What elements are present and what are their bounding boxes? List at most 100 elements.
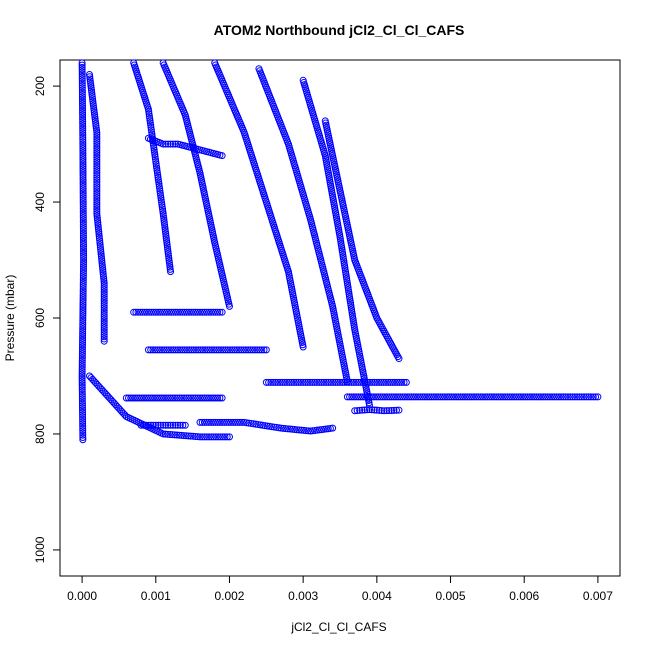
- data-point: [479, 393, 487, 401]
- data-point: [218, 308, 226, 316]
- data-point: [383, 407, 391, 415]
- data-point: [587, 393, 595, 401]
- data-point: [297, 378, 305, 386]
- data-point: [157, 194, 165, 202]
- data-point: [154, 171, 162, 179]
- data-point: [553, 393, 561, 401]
- data-point: [78, 390, 86, 398]
- data-point: [91, 111, 99, 119]
- data-point: [79, 323, 87, 331]
- data-point: [165, 256, 173, 264]
- y-tick-label: 200: [33, 76, 47, 96]
- data-point: [91, 117, 99, 125]
- data-point: [209, 308, 217, 316]
- data-point: [93, 183, 101, 191]
- data-point: [295, 426, 303, 434]
- data-point: [395, 406, 403, 414]
- data-point: [78, 350, 86, 358]
- data-point: [151, 151, 159, 159]
- data-point: [203, 433, 211, 441]
- data-point: [162, 234, 170, 242]
- data-point: [79, 289, 87, 297]
- data-point: [184, 432, 192, 440]
- data-point: [79, 276, 87, 284]
- data-point: [403, 393, 411, 401]
- data-point: [392, 406, 400, 414]
- data-point: [336, 378, 344, 386]
- data-point: [405, 393, 413, 401]
- data-point: [555, 393, 563, 401]
- data-point: [79, 145, 87, 153]
- data-point: [236, 418, 244, 426]
- data-point: [154, 421, 162, 429]
- data-point: [384, 378, 392, 386]
- data-point: [79, 176, 87, 184]
- data-point: [182, 394, 190, 402]
- data-point: [78, 365, 86, 373]
- data-point: [79, 196, 87, 204]
- data-point: [100, 288, 108, 296]
- data-point: [90, 106, 98, 114]
- data-point: [167, 346, 175, 354]
- data-point: [79, 318, 87, 326]
- data-point: [78, 72, 86, 80]
- data-point: [562, 393, 570, 401]
- data-point: [132, 308, 140, 316]
- x-tick-label: 0.006: [509, 589, 539, 603]
- data-point: [79, 124, 87, 132]
- data-point: [89, 97, 97, 105]
- data-point: [470, 393, 478, 401]
- data-point: [98, 259, 106, 267]
- data-point: [100, 317, 108, 325]
- data-point: [428, 393, 436, 401]
- data-point: [178, 394, 186, 402]
- data-point: [557, 393, 565, 401]
- data-point: [169, 308, 177, 316]
- data-point: [87, 84, 95, 92]
- data-point: [524, 393, 532, 401]
- data-point: [143, 308, 151, 316]
- data-point: [79, 310, 87, 318]
- data-point: [79, 227, 87, 235]
- data-point: [180, 432, 188, 440]
- data-point: [144, 346, 152, 354]
- data-point: [158, 201, 166, 209]
- data-point: [79, 429, 87, 437]
- data-point: [79, 160, 87, 168]
- data-point: [537, 393, 545, 401]
- data-point: [79, 211, 87, 219]
- data-point: [254, 421, 262, 429]
- data-point: [167, 421, 175, 429]
- data-point: [474, 393, 482, 401]
- y-axis-label: Pressure (mbar): [3, 275, 17, 362]
- data-point: [79, 225, 87, 233]
- data-point: [216, 308, 224, 316]
- data-point: [548, 393, 556, 401]
- data-point: [164, 140, 172, 148]
- data-point: [79, 292, 87, 300]
- data-point: [365, 406, 373, 414]
- data-point: [207, 308, 215, 316]
- data-point: [93, 126, 101, 134]
- data-point: [93, 160, 101, 168]
- data-point: [219, 346, 227, 354]
- y-tick-label: 1000: [33, 536, 47, 563]
- data-point: [457, 393, 465, 401]
- data-point: [468, 393, 476, 401]
- data-point: [181, 421, 189, 429]
- data-point: [154, 176, 162, 184]
- data-point: [278, 378, 286, 386]
- data-point: [171, 421, 179, 429]
- data-point: [197, 346, 205, 354]
- data-point: [93, 169, 101, 177]
- data-point: [79, 120, 87, 128]
- data-point: [212, 433, 220, 441]
- x-tick-label: 0.004: [362, 589, 392, 603]
- data-point: [87, 86, 95, 94]
- data-point: [166, 261, 174, 269]
- data-point: [151, 346, 159, 354]
- data-point: [167, 308, 175, 316]
- data-point: [224, 346, 232, 354]
- data-point: [155, 394, 163, 402]
- data-point: [194, 346, 202, 354]
